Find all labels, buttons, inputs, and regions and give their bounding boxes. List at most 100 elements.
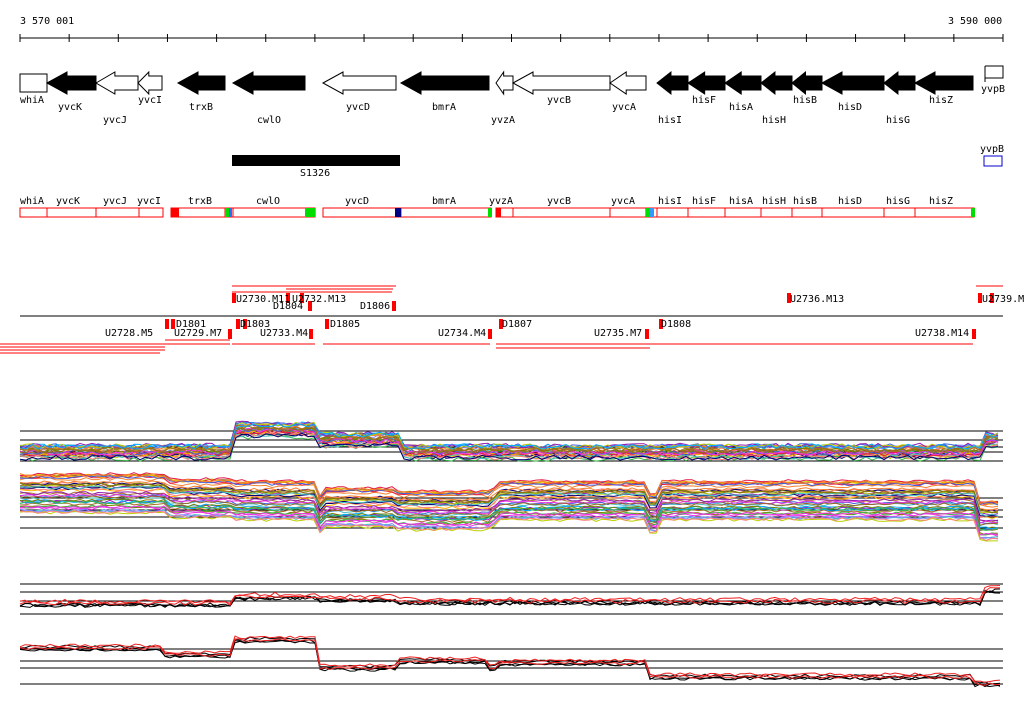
segment-block	[19, 207, 48, 218]
gene-bar-label-hisZ: hisZ	[929, 196, 953, 207]
gene-bar-label-yvcB: yvcB	[547, 196, 571, 207]
gene-arrow-hisF[interactable]	[687, 71, 726, 95]
tu-boundary-marker[interactable]	[232, 293, 236, 303]
tu-label-u2736.m13: U2736.M13	[790, 294, 844, 305]
tu-label-u2733.m4: U2733.M4	[260, 328, 308, 339]
segment-marker	[496, 208, 501, 217]
side-feature-box[interactable]	[983, 155, 1003, 167]
gene-arrow-bmrA[interactable]	[399, 71, 490, 95]
segment-marker	[488, 208, 492, 217]
region-feature-bar[interactable]	[232, 155, 400, 166]
gene-bar-label-hisG: hisG	[886, 196, 910, 207]
profile-series-line	[19, 432, 999, 461]
gene-bar-label-yvcK: yvcK	[56, 196, 80, 207]
segment-block	[170, 207, 316, 218]
gene-bar-label-hisD: hisD	[838, 196, 862, 207]
region-feature-track: S1326 yvpB	[232, 144, 1004, 179]
tu-label-d1807: D1807	[502, 319, 532, 330]
gene-bar-label-cwlO: cwlO	[256, 196, 280, 207]
tu-boundary-marker[interactable]	[499, 319, 503, 329]
profile-series-line	[19, 485, 999, 517]
gene-arrow-yvzA[interactable]	[495, 70, 514, 96]
gene-label-cwlO: cwlO	[257, 115, 281, 126]
profile-series-line	[19, 505, 999, 536]
gene-bar-label-yvcI: yvcI	[137, 196, 161, 207]
gene-arrow-hisH[interactable]	[760, 70, 793, 96]
gene-bar-label-yvzA: yvzA	[489, 196, 513, 207]
tu-boundary-marker[interactable]	[236, 319, 240, 329]
profile-series-line	[19, 509, 999, 541]
gene-bar-label-trxB: trxB	[188, 196, 212, 207]
tu-boundary-marker[interactable]	[165, 319, 169, 329]
profile-series-line	[19, 477, 999, 508]
segment-block	[19, 207, 97, 218]
gene-arrow-yvcA[interactable]	[609, 71, 647, 95]
gene-label-bmrA: bmrA	[432, 102, 456, 113]
tu-label-d1803: D1803	[240, 319, 270, 330]
profile-series-line	[19, 480, 999, 511]
gene-bar-label-hisA: hisA	[729, 196, 753, 207]
side-feature-label: yvpB	[980, 144, 1004, 155]
gene-arrow-yvcD[interactable]	[321, 71, 397, 95]
tu-boundary-marker[interactable]	[787, 293, 791, 303]
segment-marker	[395, 208, 401, 217]
profile-series-line	[19, 432, 999, 461]
profile-series-line	[19, 510, 998, 542]
segment-marker	[171, 208, 179, 217]
gene-arrow-yvcJ[interactable]	[95, 71, 139, 95]
gene-arrow-hisD[interactable]	[820, 71, 885, 95]
tu-label-u2734.m4: U2734.M4	[438, 328, 486, 339]
gene-arrow-hisA[interactable]	[724, 71, 762, 95]
tu-label-u2738.m14: U2738.M14	[915, 328, 969, 339]
gene-track: whiA yvcK yvcJ yvcI trxB cwlO yvcD bmrA yvzA yvcB…	[19, 65, 1005, 126]
tu-boundary-marker[interactable]	[659, 319, 663, 329]
tu-boundary-marker[interactable]	[488, 329, 492, 339]
segment-marker	[225, 208, 229, 217]
gene-label-yvcB: yvcB	[547, 95, 571, 106]
tu-boundary-marker[interactable]	[990, 293, 994, 303]
profile-series-line	[19, 493, 999, 524]
gene-label-hisD: hisD	[838, 102, 862, 113]
gene-arrow-whiA[interactable]	[19, 73, 48, 93]
expression-profile-panels	[19, 420, 1003, 688]
ruler-ticks	[19, 34, 1004, 42]
tu-boundary-marker[interactable]	[300, 293, 304, 303]
gene-arrow-yvcB[interactable]	[511, 71, 611, 95]
tu-label-d1804: D1804	[273, 301, 303, 312]
gene-arrow-trxB[interactable]	[176, 71, 226, 95]
tu-boundary-marker[interactable]	[392, 301, 396, 311]
segment-block	[322, 207, 492, 218]
gene-bar-label-whiA: whiA	[20, 196, 44, 207]
profile-series-line	[19, 635, 1001, 683]
gene-arrow-hisB[interactable]	[791, 70, 823, 96]
tu-boundary-marker[interactable]	[286, 293, 290, 303]
segment-marker	[229, 208, 232, 217]
tu-boundary-marker[interactable]	[228, 329, 232, 339]
profile-series-line	[19, 638, 1001, 686]
gene-label-trxB: trxB	[189, 102, 213, 113]
tu-boundary-marker[interactable]	[645, 329, 649, 339]
gene-arrow-hisZ[interactable]	[913, 71, 974, 95]
gene-label-hisZ: hisZ	[929, 95, 953, 106]
gene-label-hisF: hisF	[692, 95, 716, 106]
gene-arrow-yvcI[interactable]	[137, 70, 163, 96]
gene-arrow-yvcK[interactable]	[45, 71, 97, 95]
gene-arrow-yvpB[interactable]	[984, 65, 1004, 82]
gene-arrow-cwlO[interactable]	[231, 71, 306, 95]
tu-boundary-marker[interactable]	[308, 301, 312, 311]
tu-boundary-marker[interactable]	[972, 329, 976, 339]
tu-label-d1806: D1806	[360, 301, 390, 312]
gene-arrow-hisI[interactable]	[656, 70, 689, 96]
tu-boundary-marker[interactable]	[325, 319, 329, 329]
gene-arrow-hisG[interactable]	[883, 70, 916, 96]
tu-boundary-marker[interactable]	[309, 329, 313, 339]
gene-bar-label-yvcD: yvcD	[345, 196, 369, 207]
tu-boundary-marker[interactable]	[171, 319, 175, 329]
tu-boundary-marker[interactable]	[243, 319, 247, 329]
segment-marker	[650, 208, 654, 217]
profile-series-line	[19, 500, 999, 531]
tu-boundary-marker[interactable]	[978, 293, 982, 303]
gene-label-whiA: whiA	[20, 95, 44, 106]
